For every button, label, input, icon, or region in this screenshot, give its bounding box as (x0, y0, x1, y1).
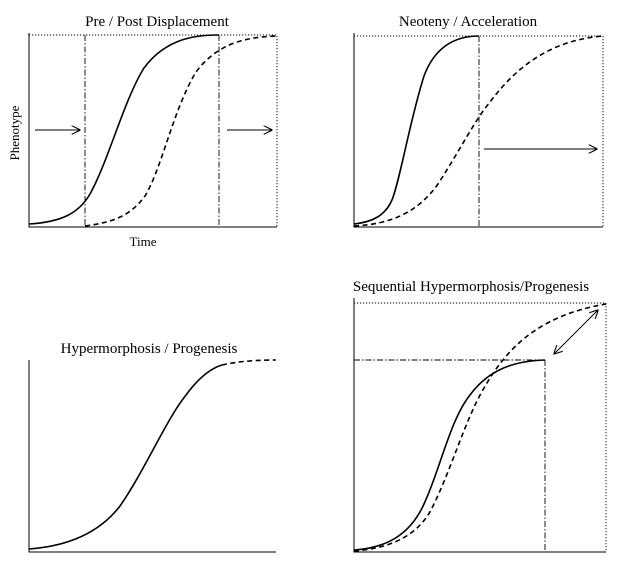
panel-title: Pre / Post Displacement (85, 14, 230, 30)
panel-hypermorphosis-progenesis: Hypermorphosis / Progenesis (28, 341, 277, 553)
ancestral-curve (28, 364, 223, 550)
panel-pre-post-displacement: Pre / Post Displacement Phenotype Time (7, 14, 278, 249)
bounding-box (354, 35, 604, 227)
descendant-curve (221, 359, 277, 366)
descendant-curve (353, 303, 607, 552)
double-arrow-icon (554, 310, 598, 354)
panel-title: Neoteny / Acceleration (399, 14, 538, 30)
axes (28, 360, 276, 553)
ancestral-curve (353, 35, 480, 225)
panel-title: Hypermorphosis / Progenesis (61, 341, 238, 357)
bounding-box (354, 302, 607, 552)
axes (353, 33, 603, 228)
axes (353, 298, 606, 553)
bounding-box (29, 34, 278, 227)
ancestral-curve (28, 34, 220, 225)
panel-neoteny-acceleration: Neoteny / Acceleration (353, 14, 604, 228)
panel-title: Sequential Hypermorphosis/Progenesis (353, 279, 589, 295)
x-axis-label: Time (130, 234, 157, 249)
y-axis-label: Phenotype (7, 105, 22, 160)
descendant-curve (84, 35, 278, 227)
descendant-curve (353, 35, 604, 227)
ancestral-curve (353, 359, 546, 551)
axes (28, 33, 277, 228)
panel-sequential-hypermorphosis-progenesis: Sequential Hypermorphosis/Progenesis (353, 279, 607, 553)
